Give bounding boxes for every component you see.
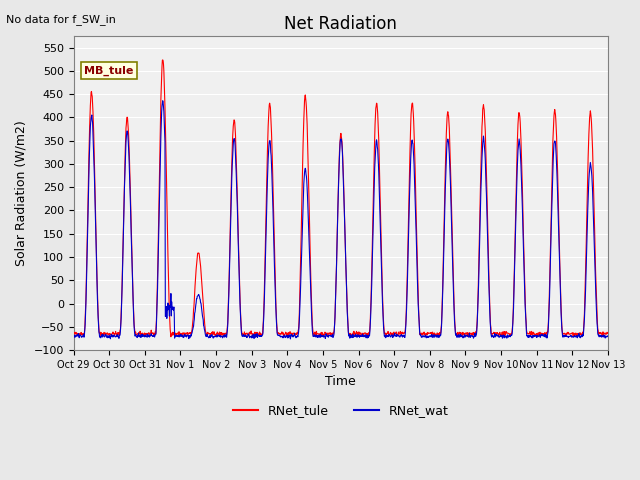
Title: Net Radiation: Net Radiation xyxy=(284,15,397,33)
Text: MB_tule: MB_tule xyxy=(84,66,134,76)
X-axis label: Time: Time xyxy=(325,375,356,388)
Legend: RNet_tule, RNet_wat: RNet_tule, RNet_wat xyxy=(228,399,454,422)
Y-axis label: Solar Radiation (W/m2): Solar Radiation (W/m2) xyxy=(15,120,28,266)
Text: No data for f_SW_in: No data for f_SW_in xyxy=(6,14,116,25)
